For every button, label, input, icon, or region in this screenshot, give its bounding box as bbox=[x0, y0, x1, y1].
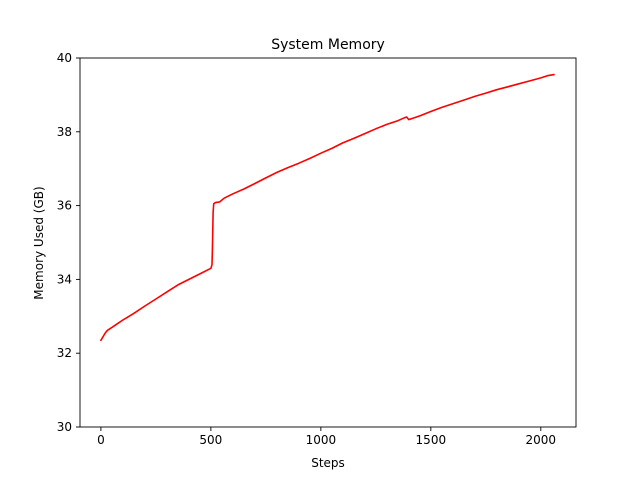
y-tick-label: 38 bbox=[57, 125, 72, 139]
y-tick-label: 32 bbox=[57, 346, 72, 360]
y-tick-label: 36 bbox=[57, 199, 72, 213]
memory-series-line bbox=[100, 73, 555, 342]
y-tick-label: 34 bbox=[57, 272, 72, 286]
axes-frame bbox=[79, 57, 577, 428]
y-tick-label: 30 bbox=[57, 420, 72, 434]
y-axis-label: Memory Used (GB) bbox=[32, 186, 46, 299]
chart-title: System Memory bbox=[271, 37, 385, 53]
x-tick-label: 500 bbox=[199, 433, 222, 447]
x-tick-label: 2000 bbox=[526, 433, 557, 447]
x-tick-label: 0 bbox=[97, 433, 105, 447]
y-axis-ticks: 30 32 34 36 38 40 bbox=[57, 51, 80, 434]
y-tick-label: 40 bbox=[57, 51, 72, 65]
x-tick-label: 1500 bbox=[416, 433, 447, 447]
x-axis-ticks: 0 500 1000 1500 2000 bbox=[97, 427, 556, 447]
x-tick-label: 1000 bbox=[306, 433, 337, 447]
x-axis-label: Steps bbox=[311, 456, 345, 470]
plot-area bbox=[79, 57, 577, 428]
